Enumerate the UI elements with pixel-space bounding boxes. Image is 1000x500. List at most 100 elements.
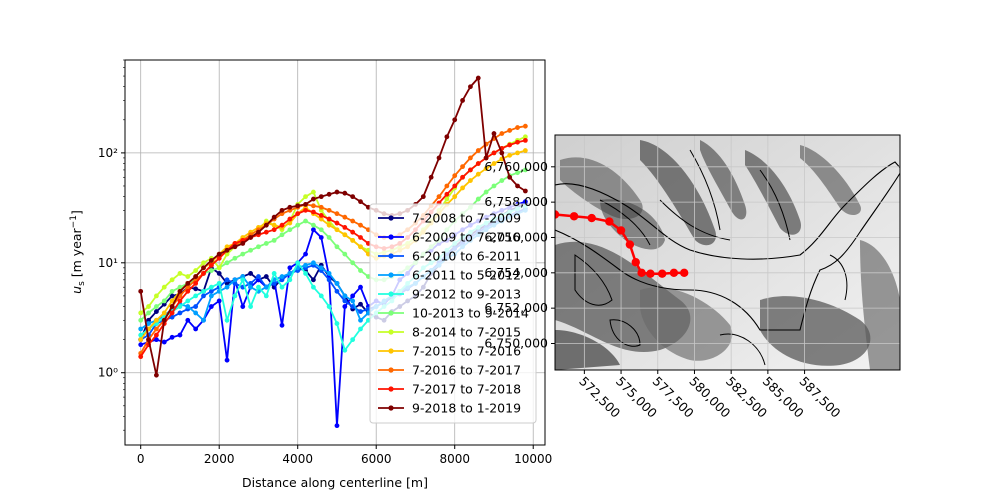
data-point <box>334 220 340 226</box>
data-point <box>177 271 183 276</box>
data-point <box>499 131 505 136</box>
data-point <box>444 183 450 189</box>
legend-label: 9-2018 to 1-2019 <box>412 401 521 416</box>
data-point <box>303 201 308 207</box>
data-point <box>460 98 465 103</box>
data-point <box>342 214 348 220</box>
data-point <box>279 284 285 290</box>
data-point <box>342 190 348 196</box>
data-point <box>342 298 348 304</box>
data-point <box>334 189 340 195</box>
data-point <box>193 310 199 316</box>
data-point <box>342 224 348 230</box>
data-point <box>358 317 363 323</box>
data-point <box>350 237 356 243</box>
y-tick-label: 10¹ <box>98 256 118 270</box>
data-point <box>240 251 246 257</box>
data-point <box>350 337 356 343</box>
data-point <box>515 150 520 156</box>
legend-marker <box>388 386 394 392</box>
data-point <box>287 271 293 276</box>
data-point <box>193 268 199 273</box>
data-point <box>138 326 144 332</box>
data-point <box>326 271 332 276</box>
data-point <box>475 171 481 177</box>
data-point <box>287 220 293 226</box>
data-point <box>193 286 199 292</box>
data-point <box>295 203 301 209</box>
data-point <box>154 309 159 314</box>
data-point <box>279 322 285 328</box>
data-point <box>460 164 465 170</box>
data-point <box>522 148 528 153</box>
data-point <box>138 317 144 323</box>
map-y-tick-label: 6,750,000 <box>484 335 548 350</box>
data-point <box>154 317 159 323</box>
data-point <box>271 222 277 228</box>
centerline <box>555 210 689 278</box>
data-point <box>177 288 183 294</box>
legend-marker <box>388 329 394 335</box>
data-point <box>271 237 277 243</box>
legend-label: 8-2014 to 7-2015 <box>412 325 521 340</box>
data-point <box>177 298 183 304</box>
data-point <box>193 326 199 332</box>
centerline-point <box>625 240 635 249</box>
data-point <box>169 304 175 309</box>
data-point <box>428 174 434 180</box>
data-point <box>350 260 356 266</box>
legend-marker <box>388 291 394 297</box>
data-point <box>193 274 199 279</box>
x-tick-label: 2000 <box>204 452 235 466</box>
data-point <box>224 357 230 363</box>
data-point <box>507 128 513 133</box>
data-point <box>232 241 238 246</box>
data-point <box>154 337 159 343</box>
data-point <box>342 232 348 238</box>
data-point <box>161 310 167 316</box>
data-point <box>468 84 473 90</box>
data-point <box>522 137 528 143</box>
data-point <box>271 271 277 276</box>
data-point <box>216 271 222 276</box>
data-point <box>522 188 528 194</box>
data-point <box>185 317 191 323</box>
data-point <box>311 196 316 202</box>
legend-marker <box>388 215 394 221</box>
data-point <box>350 298 356 304</box>
data-point <box>208 288 214 294</box>
data-point <box>248 304 254 309</box>
data-point <box>216 265 222 271</box>
data-point <box>295 211 301 217</box>
data-point <box>499 178 505 183</box>
data-point <box>256 274 261 279</box>
data-point <box>342 251 348 257</box>
data-point <box>507 152 513 158</box>
legend-label: 7-2008 to 7-2009 <box>412 211 521 226</box>
data-point <box>326 207 332 213</box>
data-point <box>287 204 293 210</box>
data-point <box>263 222 269 228</box>
data-point <box>483 189 489 195</box>
data-point <box>358 268 363 273</box>
map-y-tick-label: 6,754,000 <box>484 265 548 280</box>
data-point <box>201 288 206 294</box>
data-point <box>475 148 481 153</box>
map-y-tick-label: 6,752,000 <box>484 300 548 315</box>
data-point <box>248 271 254 276</box>
data-point <box>318 204 324 210</box>
centerline-point <box>605 217 614 226</box>
data-point <box>279 274 285 279</box>
ridge-band <box>760 296 871 366</box>
map-y-tick-label: 6,758,000 <box>484 194 548 209</box>
data-point <box>334 288 340 294</box>
legend: 7-2008 to 7-2009 6-2009 to 7-2010 6-2010 t… <box>369 203 537 424</box>
data-point <box>279 232 285 238</box>
data-point <box>177 310 183 316</box>
data-point <box>358 199 363 205</box>
data-point <box>279 277 285 283</box>
data-point <box>311 227 316 233</box>
data-point <box>311 203 316 209</box>
data-point <box>491 131 497 136</box>
ridge-band <box>745 150 801 235</box>
